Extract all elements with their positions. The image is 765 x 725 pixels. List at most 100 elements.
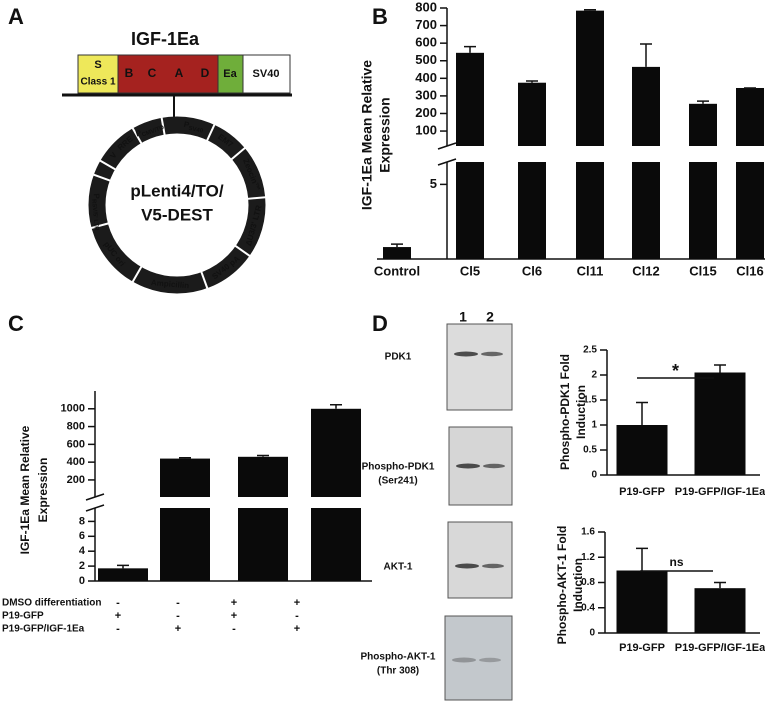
y-tick-label: 1000: [61, 403, 85, 415]
ring-separator: [160, 117, 166, 136]
x-tick-label: Control: [374, 263, 420, 278]
x-tick-label: Cl11: [577, 263, 604, 278]
axis-break: [85, 493, 105, 501]
y-tick-label: 1: [591, 420, 597, 431]
error-bar: [697, 100, 709, 104]
condition-sign: -: [176, 597, 180, 609]
error-bar: [584, 9, 596, 11]
y-tick-label: 800: [67, 420, 85, 432]
y-tick-label: 100: [415, 122, 437, 137]
bar: [576, 162, 604, 259]
y-tick-label: 8: [79, 515, 85, 527]
gene-ea-block: [217, 54, 244, 94]
plasmid-feature: Ampicillin: [151, 278, 190, 290]
plasmid-name: V5-DEST: [141, 205, 213, 224]
y-tick-label: 1.6: [581, 527, 595, 538]
bar: [311, 508, 361, 581]
condition-sign: -: [116, 623, 120, 635]
error-bar: [257, 454, 269, 457]
bar: [98, 568, 148, 581]
y-axis-label: IGF-1Ea Mean Relative: [359, 60, 375, 210]
y-tick-label: 300: [415, 87, 437, 102]
blot-band: [482, 563, 504, 569]
gene-polya: SV40: [253, 68, 280, 80]
error-bar: [714, 364, 726, 373]
error-bar: [636, 401, 648, 425]
y-tick-label: 200: [415, 105, 437, 120]
lane-label: 1: [459, 309, 467, 325]
bar: [456, 52, 484, 146]
gene-domain-block: [117, 54, 219, 94]
bar: [632, 66, 660, 146]
feature-label: V: [108, 150, 119, 160]
plasmid-name: pLenti4/TO/: [130, 181, 223, 200]
bar: [632, 162, 660, 259]
ring-separator: [230, 147, 246, 161]
feature-label: P: [92, 193, 101, 200]
y-axis-label: Expression: [36, 458, 50, 523]
panel-label: A: [8, 4, 24, 29]
feature-label: P: [135, 128, 144, 139]
y-tick-label: 1.2: [581, 552, 595, 563]
bar: [518, 82, 546, 146]
error-bar: [526, 80, 538, 83]
x-tick-label: P19-GFP: [619, 642, 665, 654]
ring-separator: [247, 196, 266, 200]
y-tick-label: 0: [79, 575, 85, 587]
ring-separator: [200, 271, 209, 289]
bar: [694, 588, 746, 633]
condition-sign: +: [294, 623, 300, 635]
blot-label: (Ser241): [378, 476, 417, 487]
gene-signal: S: [94, 59, 101, 71]
blot-band: [454, 351, 478, 357]
error-bar: [330, 404, 342, 409]
axis-break: [437, 158, 457, 166]
ring-separator: [99, 159, 117, 171]
y-axis-label: Phospho-PDK1 Fold: [558, 354, 572, 470]
gene-signal: Class 1: [80, 77, 115, 88]
blot-band: [481, 351, 503, 357]
error-bar: [640, 43, 652, 67]
blot: [447, 521, 513, 599]
lane-label: 2: [486, 309, 494, 325]
condition-label: P19-GFP: [2, 611, 44, 622]
y-tick-label: 700: [415, 17, 437, 32]
bar: [616, 425, 668, 475]
y-tick-label: 200: [67, 474, 85, 486]
y-axis-label: IGF-1Ea Mean Relative: [18, 425, 32, 554]
blot-label: (Thr 308): [377, 666, 419, 677]
gene-ea: Ea: [223, 68, 237, 80]
y-tick-label: 600: [67, 438, 85, 450]
panel-label: C: [8, 311, 24, 336]
y-tick-label: 2: [79, 560, 85, 572]
error-bar: [636, 547, 648, 571]
gene-signal-block: [77, 54, 119, 94]
y-axis-label: Induction: [574, 385, 588, 439]
y-tick-label: 500: [415, 52, 437, 67]
condition-sign: +: [231, 610, 237, 622]
y-tick-label: 0: [589, 628, 595, 639]
error-bar: [714, 581, 726, 589]
plasmid-ring: [88, 116, 266, 294]
feature-subscript: RSV/5' LTR: [91, 199, 100, 232]
y-axis-label: Expression: [377, 97, 393, 172]
plasmid-feature: PSV40: [183, 120, 205, 135]
bar: [456, 162, 484, 259]
bar: [694, 372, 746, 475]
gene-domain: C: [148, 66, 157, 80]
ring-separator: [131, 265, 143, 283]
panel-label: B: [372, 4, 388, 29]
insert-title: IGF-1Ea: [131, 29, 200, 49]
bar: [518, 162, 546, 259]
condition-sign: -: [232, 623, 236, 635]
condition-sign: -: [116, 597, 120, 609]
ring-separator: [93, 173, 111, 182]
condition-label: P19-GFP/IGF-1Ea: [2, 624, 85, 635]
axis-break: [85, 504, 105, 512]
x-tick-label: P19-GFP/IGF-1Ea: [675, 486, 765, 498]
y-tick-label: 600: [415, 35, 437, 50]
blot-band: [456, 463, 480, 469]
feature-label: P: [183, 120, 191, 130]
bar: [383, 247, 411, 259]
x-tick-label: Cl12: [632, 263, 659, 278]
